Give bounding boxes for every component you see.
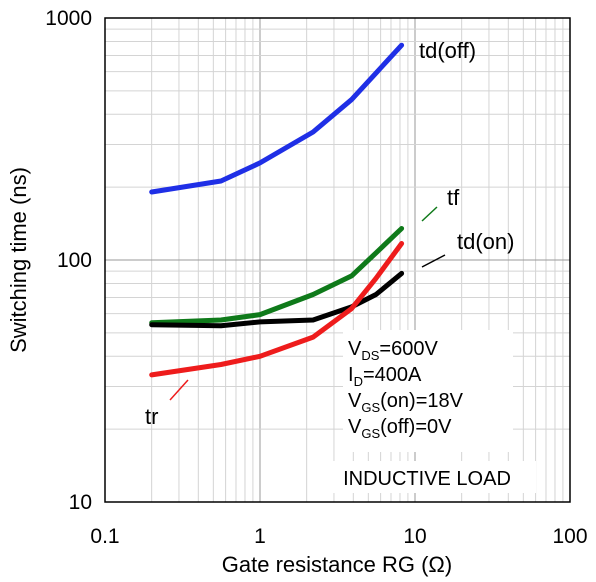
series-label-tf: tf — [447, 185, 460, 210]
plot-frame — [104, 17, 571, 503]
condition-line: VDS=600V — [348, 338, 438, 363]
leader-line-td-on — [421, 254, 446, 268]
y-tick-label: 10 — [69, 491, 92, 514]
leader-line-tf — [421, 206, 438, 222]
series-label-tr: tr — [145, 404, 158, 429]
y-tick-labels: 10 100 1000 — [45, 7, 92, 514]
y-tick-label: 1000 — [45, 7, 92, 30]
x-tick-label: 100 — [552, 525, 587, 548]
x-axis-label: Gate resistance RG (Ω) — [222, 552, 452, 577]
condition-line: VGS(off)=0V — [348, 416, 452, 441]
label-leader-lines — [169, 206, 446, 401]
series-lines — [149, 42, 405, 378]
y-tick-label: 100 — [57, 249, 92, 272]
series-line-tr — [149, 241, 405, 378]
condition-line: VGS(on)=18V — [348, 390, 464, 415]
series-line-td-off — [149, 42, 405, 195]
x-tick-label: 1 — [254, 525, 266, 548]
series-label-td-on: td(on) — [457, 229, 514, 254]
series-line-td-on — [149, 270, 405, 329]
series-line-tf — [149, 226, 405, 326]
x-tick-label: 10 — [403, 525, 426, 548]
load-note: INDUCTIVE LOAD — [343, 468, 511, 490]
y-axis-label: Switching time (ns) — [6, 167, 31, 353]
note-box — [318, 461, 536, 493]
leader-line-tr — [169, 379, 189, 401]
x-tick-labels: 0.1 1 10 100 — [90, 525, 587, 548]
x-tick-label: 0.1 — [90, 525, 119, 548]
series-label-td-off: td(off) — [419, 38, 476, 63]
conditions-box — [343, 330, 513, 452]
condition-line: ID=400A — [348, 364, 422, 389]
